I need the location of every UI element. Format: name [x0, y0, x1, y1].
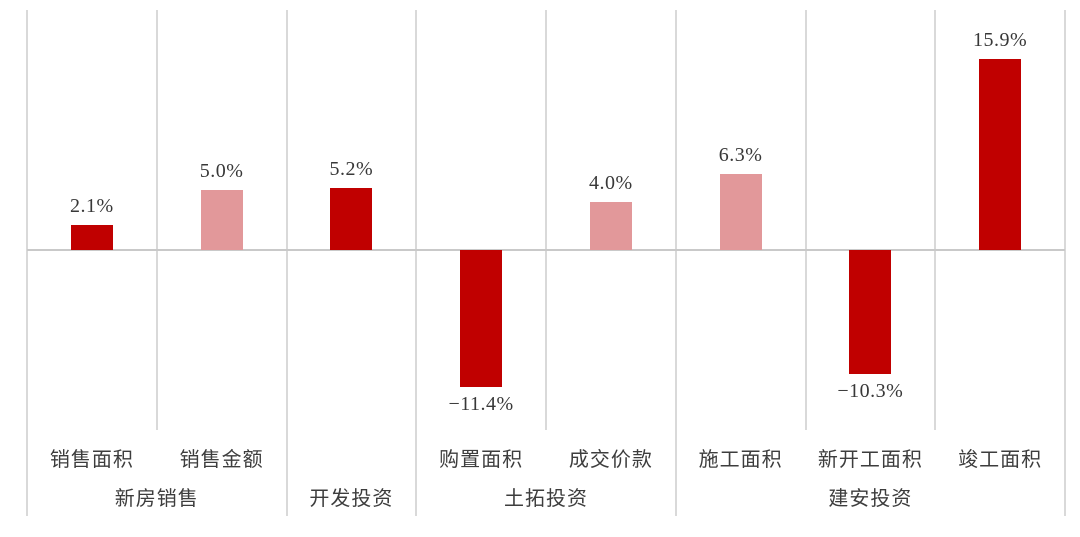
category-label: 施工面积: [698, 449, 783, 471]
group-label: 开发投资: [309, 488, 394, 510]
group-separator-line: [415, 10, 418, 516]
bar: [460, 250, 503, 387]
group-separator-line: [674, 10, 677, 516]
bar: [589, 202, 632, 250]
category-separator-line: [804, 10, 807, 430]
bar: [849, 250, 892, 374]
bar-value-label: −11.4%: [448, 392, 514, 415]
category-separator-line: [545, 10, 547, 430]
category-separator-line: [155, 10, 158, 430]
category-label: 销售面积: [49, 449, 134, 471]
bar-value-label: −10.3%: [837, 379, 904, 402]
bar: [70, 224, 113, 250]
group-separator-line: [26, 10, 28, 516]
bar-value-label: 5.2%: [329, 157, 374, 180]
bar-value-label: 15.9%: [973, 29, 1028, 52]
group-label: 建安投资: [828, 488, 913, 510]
bar-value-label: 4.0%: [589, 172, 633, 194]
group-label: 新房销售: [114, 488, 199, 510]
category-label: 新开工面积: [817, 449, 923, 471]
category-separator-line: [934, 10, 937, 430]
bar: [330, 187, 373, 250]
group-separator-line: [1064, 10, 1066, 516]
bar: [200, 190, 243, 250]
group-separator-line: [285, 10, 288, 516]
category-label: 销售金额: [179, 449, 264, 471]
zero-axis-line: [27, 249, 1065, 251]
group-label: 土拓投资: [504, 488, 588, 510]
bar-value-label: 5.0%: [199, 160, 244, 182]
bar: [979, 59, 1022, 250]
category-label: 成交价款: [568, 449, 653, 471]
category-label: 竣工面积: [958, 449, 1043, 471]
bar-value-label: 6.3%: [718, 144, 763, 167]
bar: [719, 174, 762, 250]
bar-value-label: 2.1%: [70, 194, 114, 217]
category-label: 购置面积: [439, 449, 524, 471]
